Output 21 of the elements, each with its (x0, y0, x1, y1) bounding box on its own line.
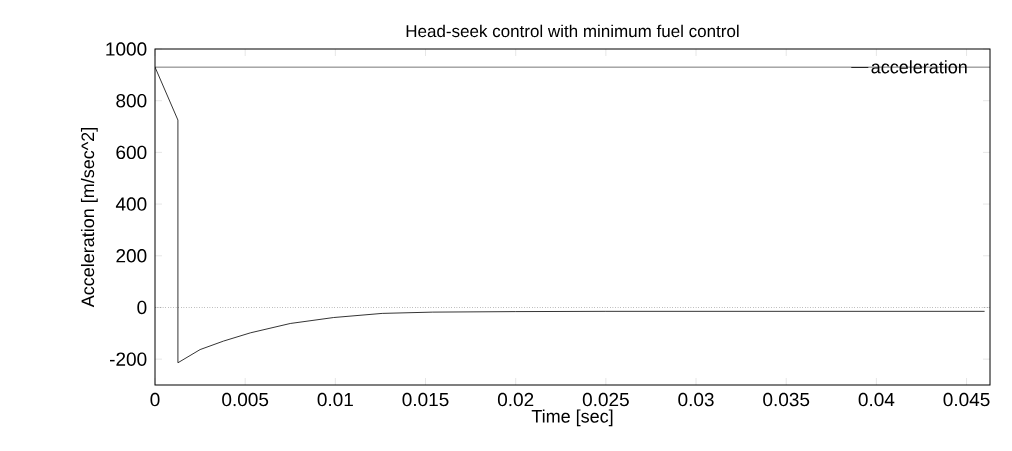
x-axis-title: Time [sec] (531, 409, 613, 427)
y-tick-label: 200 (116, 249, 147, 263)
x-tick-label: 0.04 (858, 392, 895, 407)
y-tick-label: 400 (115, 197, 147, 211)
x-tick-label: 0.005 (222, 392, 269, 407)
x-tick-label: 0.035 (763, 392, 810, 407)
chart-title: Head-seek control with minimum fuel control (406, 24, 739, 38)
x-tick-label: 0 (150, 392, 160, 407)
x-tick-label: 0.025 (582, 392, 629, 407)
y-tick-label: -200 (109, 352, 147, 366)
y-tick-label: 800 (116, 93, 147, 108)
x-tick-label: 0.01 (317, 392, 353, 407)
x-tick-label: 0.03 (678, 392, 714, 407)
y-axis-title: Acceleration [m/sec^2] (80, 128, 98, 308)
y-tick-label: 1000 (106, 42, 147, 56)
y-tick-label: 0 (137, 300, 147, 315)
legend-label: acceleration (871, 60, 967, 74)
x-tick-label: 0.02 (497, 392, 534, 407)
x-tick-label: 0.045 (943, 392, 990, 407)
y-tick-label: 600 (116, 145, 147, 160)
x-tick-label: 0.015 (402, 392, 449, 407)
